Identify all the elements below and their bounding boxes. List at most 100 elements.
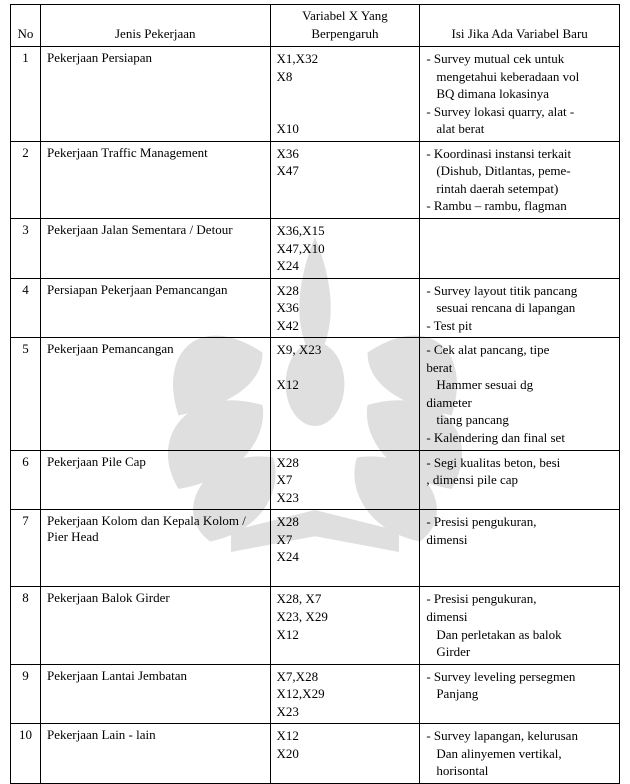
note-line: diameter <box>426 394 613 412</box>
note-line: Girder <box>426 643 613 661</box>
cell-var: X36X47 <box>270 141 420 218</box>
var-line: X12 <box>277 626 414 644</box>
cell-job: Pekerjaan Balok Girder <box>40 587 270 664</box>
col-job-header: Jenis Pekerjaan <box>40 5 270 47</box>
note-line: - Presisi pengukuran, <box>426 590 613 608</box>
note-line: - Survey lapangan, kelurusan <box>426 727 613 745</box>
cell-job: Pekerjaan Pile Cap <box>40 450 270 510</box>
cell-var: X1,X32X8 X10 <box>270 47 420 142</box>
note-line: Dan perletakan as balok <box>426 626 613 644</box>
note-line: - Rambu – rambu, flagman <box>426 197 613 215</box>
var-line: X10 <box>277 120 414 138</box>
var-line: X24 <box>277 257 414 275</box>
cell-note: - Presisi pengukuran,dimensiDan perletak… <box>420 587 620 664</box>
cell-note: - Segi kualitas beton, besi, dimensi pil… <box>420 450 620 510</box>
note-line <box>426 548 613 566</box>
cell-note <box>420 219 620 279</box>
cell-note: - Presisi pengukuran,dimensi <box>420 510 620 587</box>
cell-job: Pekerjaan Jalan Sementara / Detour <box>40 219 270 279</box>
table-header: No Jenis Pekerjaan Variabel X Yang Berpe… <box>11 5 620 47</box>
var-line: X36 <box>277 145 414 163</box>
note-line <box>426 703 613 721</box>
table-body: 1Pekerjaan PersiapanX1,X32X8 X10- Survey… <box>11 47 620 784</box>
cell-note: - Cek alat pancang, tipeberatHammer sesu… <box>420 338 620 450</box>
table-row: 3Pekerjaan Jalan Sementara / DetourX36,X… <box>11 219 620 279</box>
cell-no: 10 <box>11 724 41 784</box>
main-table: No Jenis Pekerjaan Variabel X Yang Berpe… <box>10 4 620 784</box>
cell-no: 5 <box>11 338 41 450</box>
table-row: 10Pekerjaan Lain - lainX12X20- Survey la… <box>11 724 620 784</box>
note-line: , dimensi pile cap <box>426 471 613 489</box>
cell-no: 6 <box>11 450 41 510</box>
var-line: X28, X7 <box>277 590 414 608</box>
col-note-header: Isi Jika Ada Variabel Baru <box>420 5 620 47</box>
cell-no: 2 <box>11 141 41 218</box>
note-line: (Dishub, Ditlantas, peme- <box>426 162 613 180</box>
note-line: - Survey lokasi quarry, alat - <box>426 103 613 121</box>
var-line: X42 <box>277 317 414 335</box>
cell-note: - Koordinasi instansi terkait(Dishub, Di… <box>420 141 620 218</box>
cell-var: X28X36X42 <box>270 278 420 338</box>
note-line: rintah daerah setempat) <box>426 180 613 198</box>
var-line: X12 <box>277 376 414 394</box>
table-row: 7Pekerjaan Kolom dan Kepala Kolom / Pier… <box>11 510 620 587</box>
var-line <box>277 359 414 377</box>
note-line: BQ dimana lokasinya <box>426 85 613 103</box>
note-line: dimensi <box>426 608 613 626</box>
cell-job: Pekerjaan Lantai Jembatan <box>40 664 270 724</box>
var-line: X12 <box>277 727 414 745</box>
note-line: mengetahui keberadaan vol <box>426 68 613 86</box>
col-var-header-l1: Variabel X Yang <box>277 7 414 25</box>
var-line <box>277 103 414 121</box>
cell-job: Pekerjaan Traffic Management <box>40 141 270 218</box>
note-line: - Survey mutual cek untuk <box>426 50 613 68</box>
table-row: 6Pekerjaan Pile CapX28X7X23- Segi kualit… <box>11 450 620 510</box>
var-line: X23 <box>277 489 414 507</box>
var-line: X36,X15 <box>277 222 414 240</box>
table-row: 9Pekerjaan Lantai JembatanX7,X28X12,X29X… <box>11 664 620 724</box>
var-line: X1,X32 <box>277 50 414 68</box>
note-line <box>426 489 613 507</box>
cell-note: - Survey lapangan, kelurusanDan alinyeme… <box>420 724 620 784</box>
note-line: - Segi kualitas beton, besi <box>426 454 613 472</box>
note-line: - Survey layout titik pancang <box>426 282 613 300</box>
cell-var: X36,X15X47,X10X24 <box>270 219 420 279</box>
cell-var: X7,X28X12,X29X23 <box>270 664 420 724</box>
cell-job: Pekerjaan Kolom dan Kepala Kolom / Pier … <box>40 510 270 587</box>
note-line <box>426 566 613 584</box>
cell-note: - Survey layout titik pancangsesuai renc… <box>420 278 620 338</box>
col-no-header: No <box>11 5 41 47</box>
cell-var: X28X7X24 <box>270 510 420 587</box>
var-line: X47 <box>277 162 414 180</box>
note-line: - Test pit <box>426 317 613 335</box>
note-line: - Koordinasi instansi terkait <box>426 145 613 163</box>
table-row: 5Pekerjaan PemancanganX9, X23 X12- Cek a… <box>11 338 620 450</box>
note-line: - Survey leveling persegmen <box>426 668 613 686</box>
var-line: X9, X23 <box>277 341 414 359</box>
cell-no: 3 <box>11 219 41 279</box>
cell-var: X28X7X23 <box>270 450 420 510</box>
var-line: X23 <box>277 703 414 721</box>
var-line: X7 <box>277 531 414 549</box>
col-var-header: Variabel X Yang Berpengaruh <box>270 5 420 47</box>
note-line: berat <box>426 359 613 377</box>
table-row: 8Pekerjaan Balok GirderX28, X7X23, X29X1… <box>11 587 620 664</box>
var-line: X24 <box>277 548 414 566</box>
var-line: X7 <box>277 471 414 489</box>
var-line: X7,X28 <box>277 668 414 686</box>
var-line: X28 <box>277 454 414 472</box>
var-line <box>277 85 414 103</box>
note-line: alat berat <box>426 120 613 138</box>
var-line: X28 <box>277 282 414 300</box>
cell-no: 1 <box>11 47 41 142</box>
cell-job: Persiapan Pekerjaan Pemancangan <box>40 278 270 338</box>
note-line: Hammer sesuai dg <box>426 376 613 394</box>
col-var-header-l2: Berpengaruh <box>277 25 414 43</box>
cell-job: Pekerjaan Lain - lain <box>40 724 270 784</box>
var-line: X12,X29 <box>277 685 414 703</box>
cell-var: X9, X23 X12 <box>270 338 420 450</box>
cell-var: X28, X7X23, X29X12 <box>270 587 420 664</box>
cell-no: 9 <box>11 664 41 724</box>
note-line: - Cek alat pancang, tipe <box>426 341 613 359</box>
table-row: 2Pekerjaan Traffic ManagementX36X47- Koo… <box>11 141 620 218</box>
